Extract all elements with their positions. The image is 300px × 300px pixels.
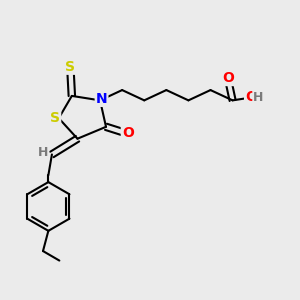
Text: H: H xyxy=(253,91,264,104)
Text: N: N xyxy=(96,92,107,106)
Text: S: S xyxy=(65,60,75,74)
Text: S: S xyxy=(50,111,60,125)
Text: H: H xyxy=(38,146,48,160)
Text: H: H xyxy=(250,90,261,104)
Text: O: O xyxy=(222,71,234,85)
Text: O: O xyxy=(122,126,134,140)
Text: O: O xyxy=(245,90,257,104)
